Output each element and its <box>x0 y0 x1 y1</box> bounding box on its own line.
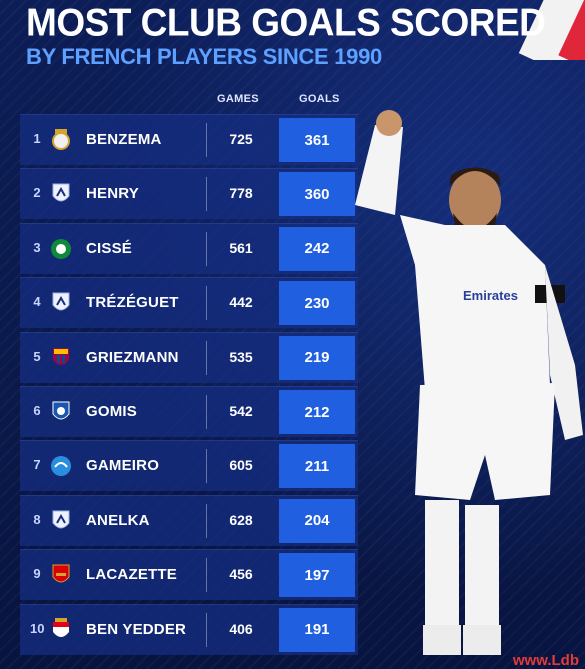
goals-value: 191 <box>279 607 355 652</box>
club-crest-icon <box>50 508 72 534</box>
rank-number: 2 <box>33 185 41 201</box>
club-crest-icon <box>50 290 72 316</box>
rank-number: 9 <box>33 566 41 582</box>
watermark: www.Ldb <box>512 652 579 669</box>
table-row: 3 CISSÉ 561 242 <box>20 222 358 274</box>
player-name: GAMEIRO <box>86 457 160 475</box>
player-name: BENZEMA <box>86 131 162 148</box>
al-hilal-crest-icon <box>50 399 72 425</box>
chart-subtitle: BY FRENCH PLAYERS SINCE 1990 <box>26 44 382 69</box>
games-value: 442 <box>229 294 253 311</box>
rank-number: 1 <box>33 131 41 146</box>
rank-number: 4 <box>33 294 41 310</box>
club-crest-icon <box>50 181 72 207</box>
divider <box>206 340 207 375</box>
goals-value: 242 <box>279 226 355 271</box>
rank-number: 6 <box>33 403 41 418</box>
goals-value: 230 <box>279 281 355 326</box>
games-value: 778 <box>229 185 253 202</box>
chart-title: MOST CLUB GOALS SCORED <box>26 0 546 44</box>
rank-number: 10 <box>30 620 45 636</box>
real-madrid-crest-icon <box>50 127 72 153</box>
rank-number: 7 <box>33 457 41 473</box>
games-value: 561 <box>229 239 253 256</box>
monaco-crest-icon <box>50 617 72 643</box>
table-row: 1 BENZEMA 725 361 <box>20 114 358 165</box>
rank-number: 5 <box>33 348 41 364</box>
goals-value: 204 <box>279 498 355 543</box>
divider <box>206 449 207 484</box>
games-value: 628 <box>229 511 253 528</box>
goals-value: 219 <box>279 335 355 380</box>
divider <box>206 558 207 593</box>
divider <box>206 395 207 429</box>
table-row: 9 LACAZETTE 456 197 <box>20 549 358 601</box>
games-value: 725 <box>229 131 253 147</box>
divider <box>206 123 207 157</box>
table-row: 10 BEN YEDDER 406 191 <box>20 603 358 655</box>
games-value: 535 <box>229 348 253 365</box>
player-photo: Emirates <box>355 110 583 655</box>
table-row: 7 GAMEIRO 605 211 <box>20 440 358 492</box>
rank-number: 8 <box>33 511 41 527</box>
divider <box>206 231 207 266</box>
table-row: 5 GRIEZMANN 535 219 <box>20 331 358 383</box>
goals-value: 212 <box>279 390 355 434</box>
arsenal-crest-icon <box>50 562 72 588</box>
goals-value: 360 <box>279 172 355 217</box>
table-row: 2 HENRY 778 360 <box>20 168 358 220</box>
goals-value: 361 <box>279 118 355 162</box>
games-value: 406 <box>229 620 253 637</box>
player-name: GRIEZMANN <box>86 348 179 366</box>
column-header-games: GAMES <box>217 93 259 105</box>
player-name: LACAZETTE <box>86 566 177 584</box>
games-value: 456 <box>229 566 253 583</box>
player-name: ANELKA <box>86 511 150 529</box>
rank-number: 3 <box>33 239 41 255</box>
barcelona-crest-icon <box>50 345 72 371</box>
player-name: CISSÉ <box>86 239 133 257</box>
games-value: 542 <box>229 403 253 419</box>
player-name: HENRY <box>86 185 139 203</box>
player-name: BEN YEDDER <box>86 620 187 638</box>
player-name: GOMIS <box>86 403 138 420</box>
column-header-goals: GOALS <box>299 93 340 105</box>
table-row: 8 ANELKA 628 204 <box>20 494 358 546</box>
goals-value: 197 <box>279 553 355 598</box>
strasbourg-crest-icon <box>50 453 72 479</box>
panathinaikos-crest-icon <box>50 236 72 262</box>
goals-value: 211 <box>279 444 355 489</box>
svg-text:Emirates: Emirates <box>463 288 518 303</box>
games-value: 605 <box>229 457 253 474</box>
divider <box>206 612 207 647</box>
table-row: 4 TRÉZÉGUET 442 230 <box>20 277 358 329</box>
divider <box>206 286 207 321</box>
divider <box>206 177 207 212</box>
player-name: TRÉZÉGUET <box>86 294 179 312</box>
table-row: 6 GOMIS 542 212 <box>20 386 358 437</box>
divider <box>206 503 207 538</box>
